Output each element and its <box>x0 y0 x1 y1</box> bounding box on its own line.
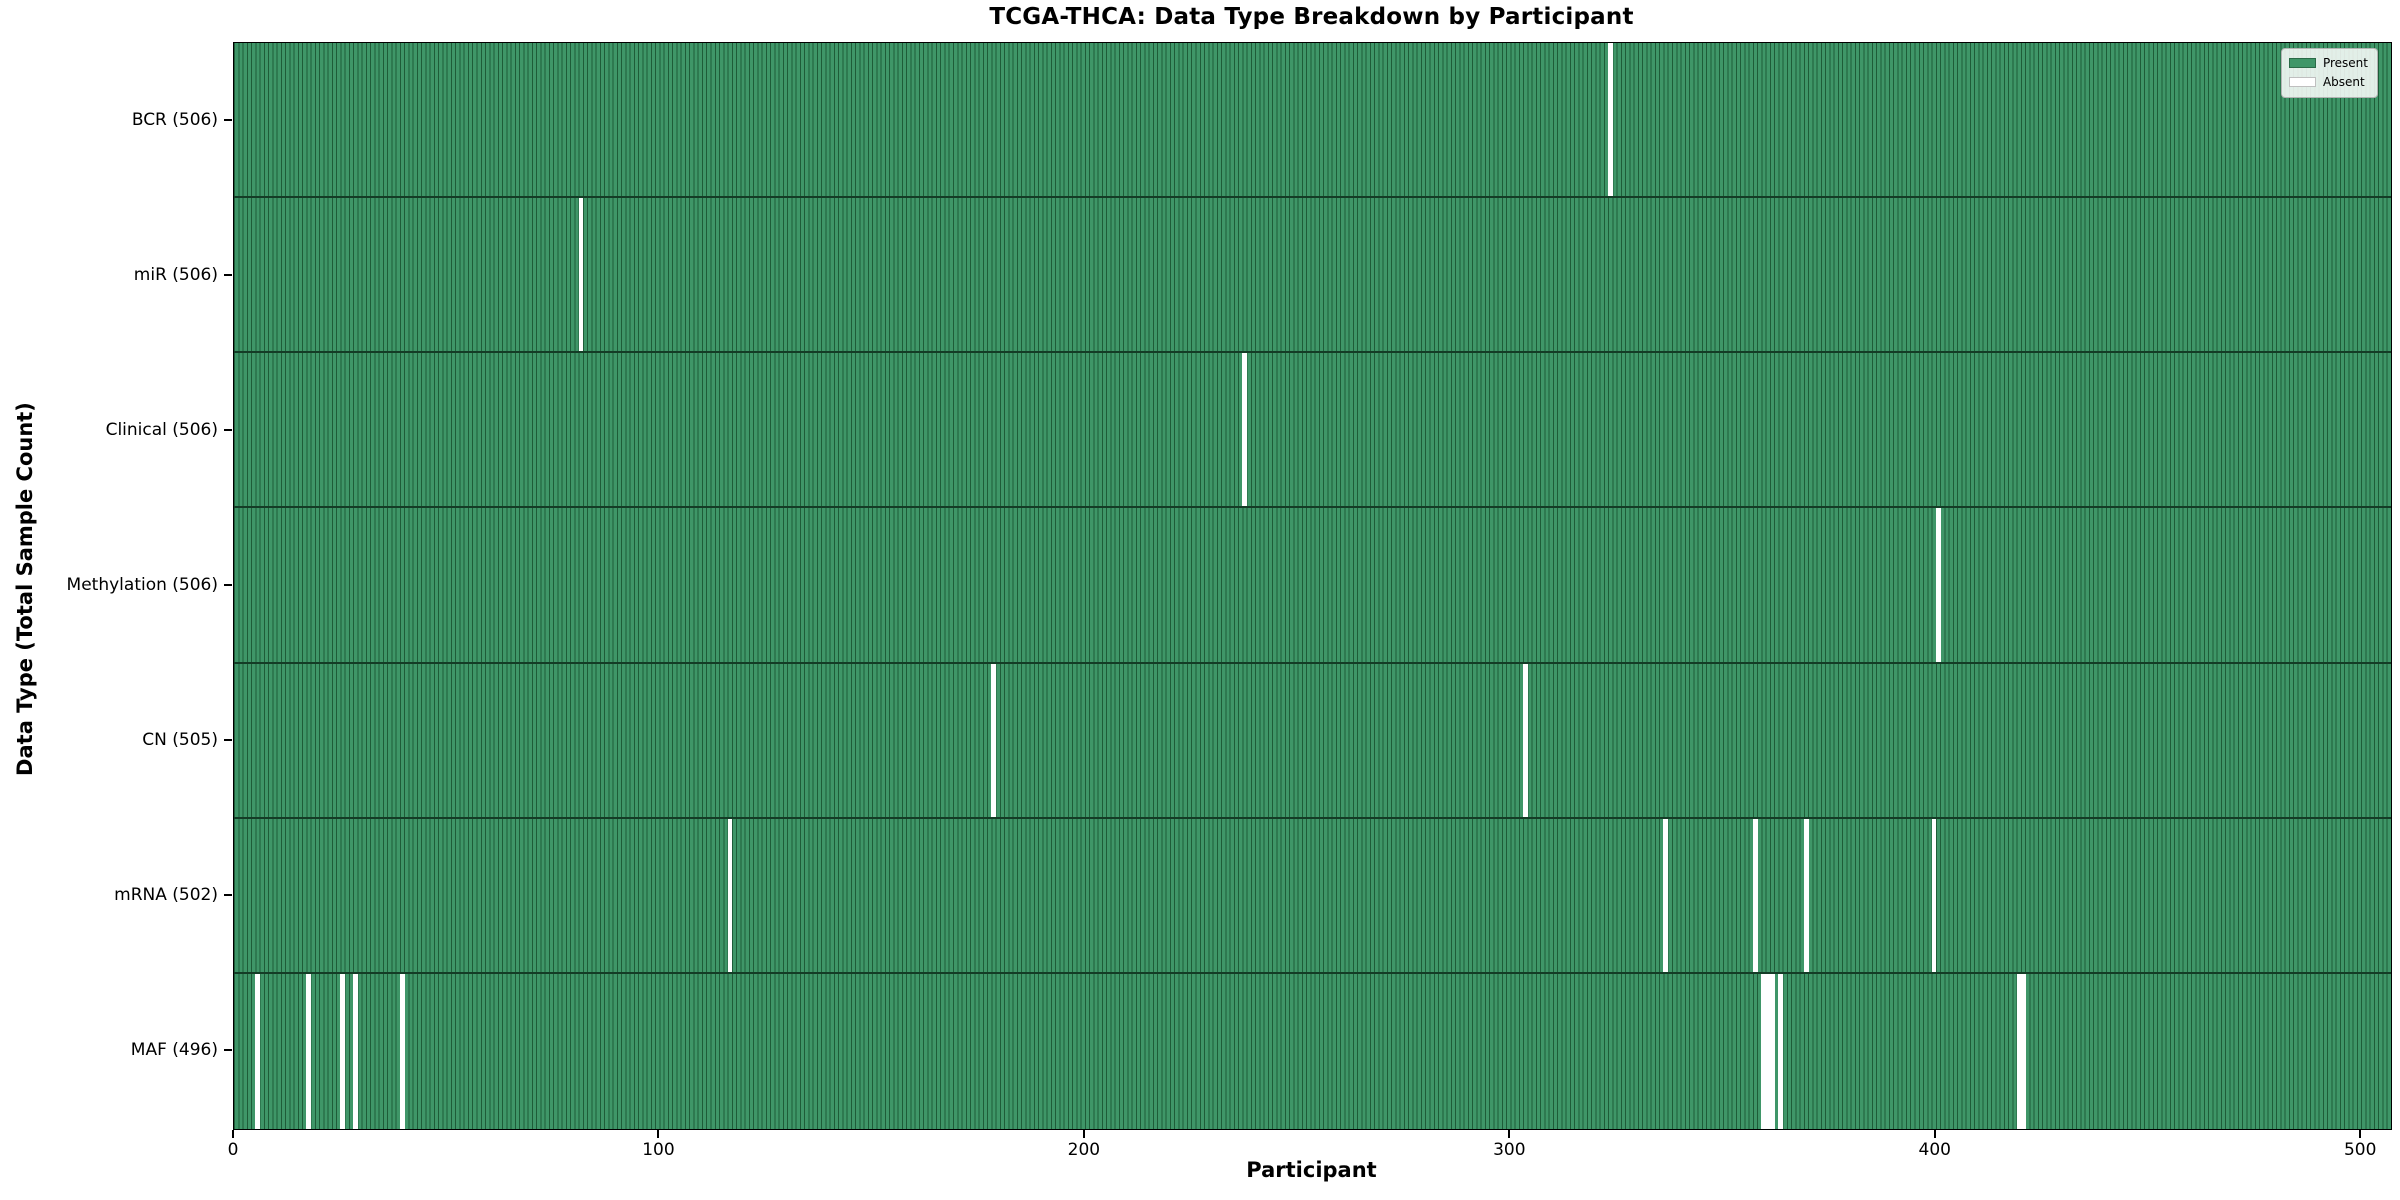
absent-gap-MAF-420 <box>2020 973 2026 1129</box>
absent-gap-Methylation-400 <box>1935 508 1941 662</box>
y-tick-label-MAF: MAF (496) <box>130 1040 218 1061</box>
legend-item-present: Present <box>2288 54 2368 73</box>
absent-gap-MAF-25 <box>340 973 346 1129</box>
x-tick-mark <box>232 1130 234 1138</box>
legend: Present Absent <box>2280 48 2378 99</box>
y-tick-mark <box>224 118 232 121</box>
x-tick-label-400: 400 <box>1918 1140 1951 1160</box>
legend-label-absent: Absent <box>2322 74 2365 89</box>
row-Clinical <box>234 353 2391 509</box>
absent-gap-MAF-360 <box>1765 973 1771 1129</box>
y-tick-mark <box>224 584 232 586</box>
chart-title: TCGA-THCA: Data Type Breakdown by Partic… <box>989 4 1634 30</box>
absent-gap-MAF-359 <box>1761 973 1767 1129</box>
absent-gap-mRNA-116 <box>727 818 733 972</box>
row-BCR <box>234 43 2391 199</box>
x-tick-label-300: 300 <box>1493 1140 1526 1160</box>
absent-gap-mRNA-399 <box>1931 818 1937 972</box>
y-tick-label-mRNA: mRNA (502) <box>114 885 218 906</box>
legend-item-absent: Absent <box>2288 73 2368 92</box>
y-tick-mark <box>224 894 232 897</box>
absent-gap-mRNA-336 <box>1663 818 1669 972</box>
x-tick-mark <box>1508 1130 1511 1138</box>
absent-gap-MAF-361 <box>1769 973 1775 1129</box>
absent-gap-MAF-419 <box>2016 973 2022 1129</box>
x-tick-mark <box>2359 1130 2362 1138</box>
y-tick-label-BCR: BCR (506) <box>131 109 218 130</box>
x-tick-mark <box>1082 1130 1085 1138</box>
absent-gap-MAF-28 <box>353 973 358 1129</box>
absent-gap-miR-81 <box>578 198 584 352</box>
y-tick-mark <box>224 739 232 742</box>
row-mRNA <box>234 818 2391 974</box>
y-tick-label-miR: miR (506) <box>133 264 218 285</box>
y-tick-label-Clinical: Clinical (506) <box>105 419 218 440</box>
y-tick-label-Methylation: Methylation (506) <box>66 575 218 595</box>
x-axis-label: Participant <box>1246 1158 1377 1182</box>
row-CN <box>234 663 2391 819</box>
plot-area <box>233 42 2392 1130</box>
legend-swatch-present-icon <box>2288 58 2316 69</box>
y-tick-label-CN: CN (505) <box>142 730 218 751</box>
absent-gap-CN-178 <box>991 663 997 817</box>
absent-gap-mRNA-357 <box>1752 818 1758 972</box>
row-MAF <box>234 973 2391 1129</box>
absent-gap-MAF-5 <box>255 973 261 1129</box>
absent-gap-CN-303 <box>1523 663 1528 817</box>
x-tick-mark <box>1933 1130 1936 1138</box>
x-tick-label-500: 500 <box>2343 1140 2377 1160</box>
x-tick-mark <box>657 1130 660 1138</box>
x-tick-label-0: 0 <box>227 1140 239 1160</box>
absent-gap-mRNA-369 <box>1803 818 1809 972</box>
absent-gap-BCR-323 <box>1608 43 1614 197</box>
row-miR <box>234 198 2391 354</box>
y-tick-mark <box>224 1049 232 1052</box>
y-tick-mark <box>224 428 232 431</box>
legend-swatch-absent-icon <box>2288 76 2316 87</box>
legend-label-present: Present <box>2322 56 2368 70</box>
y-tick-mark <box>224 273 232 276</box>
absent-gap-MAF-17 <box>306 973 312 1129</box>
x-tick-label-200: 200 <box>1067 1140 1101 1160</box>
x-tick-label-100: 100 <box>642 1140 675 1160</box>
absent-gap-Clinical-237 <box>1242 353 1248 507</box>
absent-gap-MAF-39 <box>399 973 405 1129</box>
row-Methylation <box>234 508 2391 664</box>
absent-gap-MAF-363 <box>1778 973 1784 1129</box>
